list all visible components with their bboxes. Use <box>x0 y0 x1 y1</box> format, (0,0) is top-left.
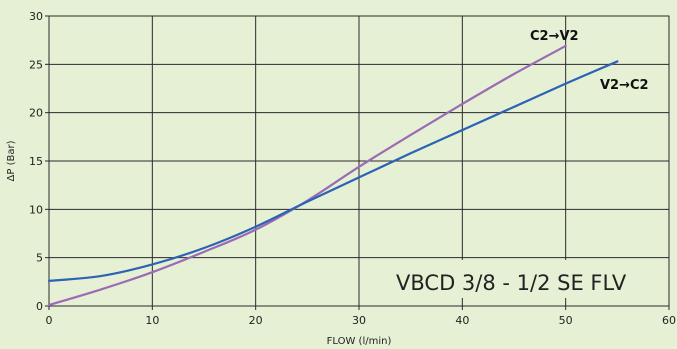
y-axis-title: ΔP (Bar) <box>6 140 17 181</box>
y-tick-label: 25 <box>29 58 43 71</box>
x-tick-label: 30 <box>352 314 366 327</box>
y-tick-label: 5 <box>36 252 43 265</box>
x-tick-label: 10 <box>145 314 159 327</box>
annotation-box <box>388 260 658 298</box>
x-axis-title: FLOW (l/min) <box>327 336 392 347</box>
x-tick-label: 20 <box>249 314 263 327</box>
axes <box>45 15 670 310</box>
y-tick-labels: 0 5 10 15 20 25 30 <box>29 10 43 313</box>
y-tick-label: 15 <box>29 155 43 168</box>
y-tick-label: 10 <box>29 203 43 216</box>
y-tick-label: 0 <box>36 300 43 313</box>
y-tick-label: 30 <box>29 10 43 23</box>
plot-frame <box>48 15 670 307</box>
series-label-c2-v2: C2→V2 <box>530 29 579 44</box>
y-tick-label: 20 <box>29 107 43 120</box>
x-tick-labels: 0 10 20 30 40 50 60 <box>46 314 677 327</box>
annotation-text: VBCD 3/8 - 1/2 SE FLV <box>396 271 627 295</box>
series-lines <box>47 44 619 307</box>
x-tick-label: 0 <box>46 314 53 327</box>
series-label-v2-c2: V2→C2 <box>600 78 649 93</box>
x-tick-label: 50 <box>559 314 573 327</box>
grid <box>49 16 669 306</box>
series-line-v2-c2 <box>47 60 619 282</box>
x-tick-label: 40 <box>455 314 469 327</box>
x-tick-label: 60 <box>662 314 676 327</box>
